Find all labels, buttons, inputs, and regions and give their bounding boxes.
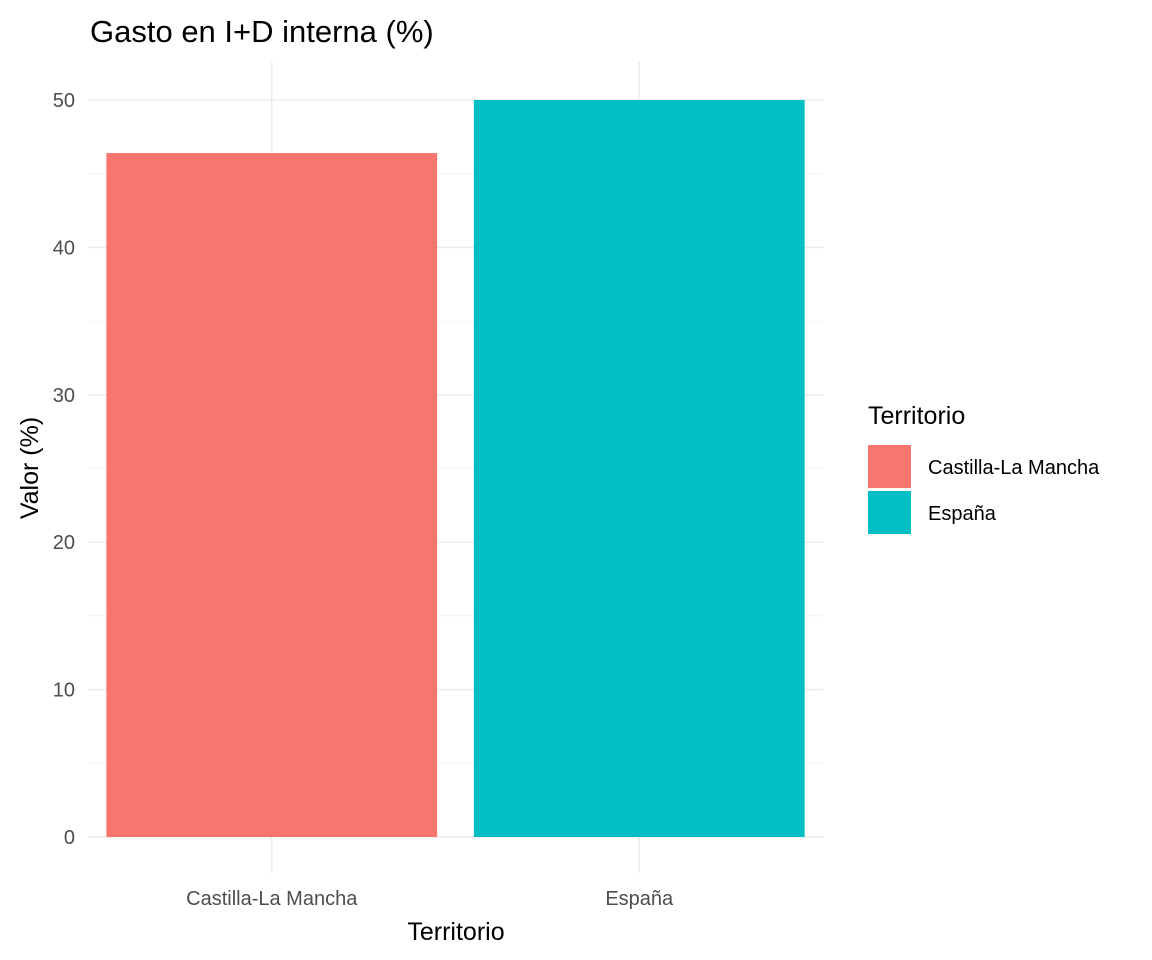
bar: [473, 100, 805, 837]
legend-swatch: [868, 445, 911, 488]
legend: Territorio Castilla-La Mancha España: [868, 402, 1100, 534]
y-tick-label: 30: [53, 385, 75, 407]
y-tick-label: 10: [53, 680, 75, 702]
y-axis-title: Valor (%): [16, 417, 44, 519]
bar-series: [106, 100, 805, 838]
y-tick-label: 20: [53, 532, 75, 554]
y-tick-label: 40: [53, 237, 75, 259]
y-tick-label: 50: [53, 90, 75, 112]
legend-title: Territorio: [868, 402, 965, 430]
x-axis-ticks: Castilla-La Mancha España: [186, 888, 674, 910]
x-tick-label: España: [605, 888, 674, 910]
x-axis-title: Territorio: [407, 918, 504, 946]
legend-label: España: [928, 503, 997, 525]
chart-title: Gasto en I+D interna (%): [90, 14, 434, 49]
legend-swatch: [868, 491, 911, 534]
y-tick-label: 0: [64, 827, 75, 849]
bar: [106, 153, 438, 838]
y-axis-ticks: 0 10 20 30 40 50: [53, 90, 75, 849]
x-tick-label: Castilla-La Mancha: [186, 888, 358, 910]
legend-label: Castilla-La Mancha: [928, 457, 1100, 479]
